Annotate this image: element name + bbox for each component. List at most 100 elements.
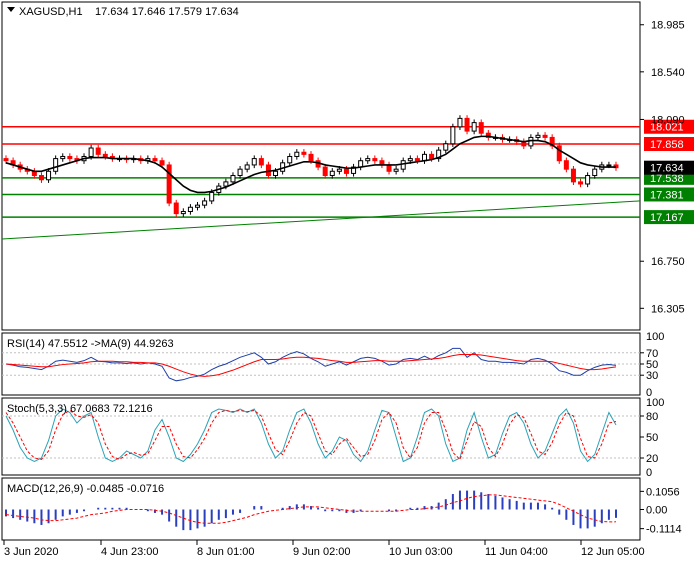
rsi-tick-label: 30 xyxy=(646,370,658,382)
candle-body xyxy=(563,160,569,170)
price-tick-label: 18.090 xyxy=(651,114,685,126)
stoch-series-1 xyxy=(5,409,617,461)
candle-body xyxy=(351,166,357,174)
stoch-tick-label: 0 xyxy=(646,467,652,479)
candle-body xyxy=(244,164,250,170)
candle-body xyxy=(542,134,548,138)
time-tick-label: 3 Jun 2020 xyxy=(4,546,58,558)
candle-body xyxy=(3,158,9,162)
stoch-tick-label: 80 xyxy=(646,411,658,423)
candle-body xyxy=(443,143,449,151)
time-tick-label: 11 Jun 04:00 xyxy=(485,546,548,558)
candle-body xyxy=(237,168,243,177)
candle-body xyxy=(450,126,456,145)
last-price-label: 17.634 xyxy=(650,163,684,175)
candle-body xyxy=(60,155,66,160)
rsi-title: RSI(14) 47.5512 ->MA(9) 44.9263 xyxy=(7,338,174,350)
candle-body xyxy=(429,153,435,160)
level-badge-label-0: 18.021 xyxy=(650,122,684,134)
candle-body xyxy=(549,136,555,147)
candle-body xyxy=(152,158,158,162)
level-badge-label-4: 17.167 xyxy=(650,212,684,224)
candle-body xyxy=(464,117,470,132)
candle-body xyxy=(336,168,342,172)
price-tick-label: 16.750 xyxy=(651,256,685,268)
candle-body xyxy=(322,166,328,177)
level-badge-label-1: 17.858 xyxy=(650,139,684,151)
candle-body xyxy=(180,210,186,215)
moving-average-line xyxy=(5,135,616,194)
candle-body xyxy=(393,168,399,172)
candle-body xyxy=(343,168,349,174)
candle-body xyxy=(535,134,541,138)
time-tick-label: 9 Jun 02:00 xyxy=(293,546,351,558)
rsi-tick-label: 100 xyxy=(646,331,664,343)
rsi-series-1 xyxy=(5,353,617,377)
candle-body xyxy=(173,202,179,215)
time-tick-label: 10 Jun 03:00 xyxy=(389,546,453,558)
axis-ticks-layer: 18.98518.54018.09016.75016.3051007050300… xyxy=(3,20,685,558)
candle-body xyxy=(294,151,300,157)
candle-body xyxy=(95,147,101,155)
price-tick-label: 18.540 xyxy=(651,67,685,79)
time-tick-label: 8 Jun 01:00 xyxy=(197,546,255,558)
candle-body xyxy=(365,158,371,162)
rsi-tick-label: 70 xyxy=(646,348,658,360)
macd-title: MACD(12,26,9) -0.0485 -0.0716 xyxy=(7,483,164,495)
candle-body xyxy=(265,164,271,177)
price-levels-layer xyxy=(1,125,641,240)
level-badge-0 xyxy=(644,119,694,134)
candle-body xyxy=(556,145,562,162)
candle-body xyxy=(592,168,598,177)
candle-body xyxy=(386,164,392,172)
candle-body xyxy=(471,122,477,132)
candle-body xyxy=(273,170,279,177)
price-badges-layer: 18.021 17.858 17.538 17.381 17.167 17.634 xyxy=(644,119,694,225)
level-badge-3 xyxy=(644,187,694,202)
macd-layer xyxy=(5,490,617,531)
stoch-tick-label: 100 xyxy=(646,397,664,409)
price-tick-label: 16.305 xyxy=(651,303,685,315)
rsi-layer xyxy=(2,347,640,382)
collapse-triangle-icon[interactable] xyxy=(7,7,15,12)
last-price-badge xyxy=(644,160,694,175)
ohlc-readout: 17.634 17.646 17.579 17.634 xyxy=(95,6,239,18)
level-badge-1 xyxy=(644,136,694,151)
candle-body xyxy=(308,153,314,162)
candle-body xyxy=(166,164,172,204)
candle-body xyxy=(209,191,215,202)
candle-body xyxy=(436,149,442,160)
candle-body xyxy=(457,117,463,128)
candle-body xyxy=(223,181,229,187)
level-badge-label-3: 17.381 xyxy=(650,189,684,201)
symbol-label: XAGUSD,H1 xyxy=(19,6,83,18)
price-pane-frame xyxy=(1,1,641,331)
stoch-tick-label: 50 xyxy=(646,432,658,444)
candle-body xyxy=(414,158,420,162)
candle-body xyxy=(372,158,378,162)
trendline xyxy=(1,200,641,240)
macd-signal-line xyxy=(5,494,617,524)
candle-body xyxy=(258,158,264,166)
rsi-tick-label: 50 xyxy=(646,359,658,371)
level-badge-label-2: 17.538 xyxy=(650,173,684,185)
candle-body xyxy=(287,155,293,164)
candle-body xyxy=(570,168,576,183)
candle-body xyxy=(400,160,406,170)
stoch-layer xyxy=(2,408,640,463)
stoch-title: Stoch(5,3,3) 67.0683 72.1216 xyxy=(7,403,153,415)
moving-average-layer xyxy=(5,135,616,194)
candle-body xyxy=(251,158,257,166)
rsi-tick-label: 0 xyxy=(646,387,652,399)
candles-layer xyxy=(3,115,619,217)
macd-tick-label: -0.1114 xyxy=(646,524,682,536)
macd-tick-label: 0.00 xyxy=(646,505,667,517)
price-tick-label: 18.985 xyxy=(651,20,685,32)
candle-body xyxy=(102,153,108,157)
candle-body xyxy=(485,132,491,138)
candle-body xyxy=(407,158,413,162)
time-tick-label: 4 Jun 23:00 xyxy=(101,546,159,558)
candle-body xyxy=(585,175,591,185)
candle-body xyxy=(329,170,335,177)
